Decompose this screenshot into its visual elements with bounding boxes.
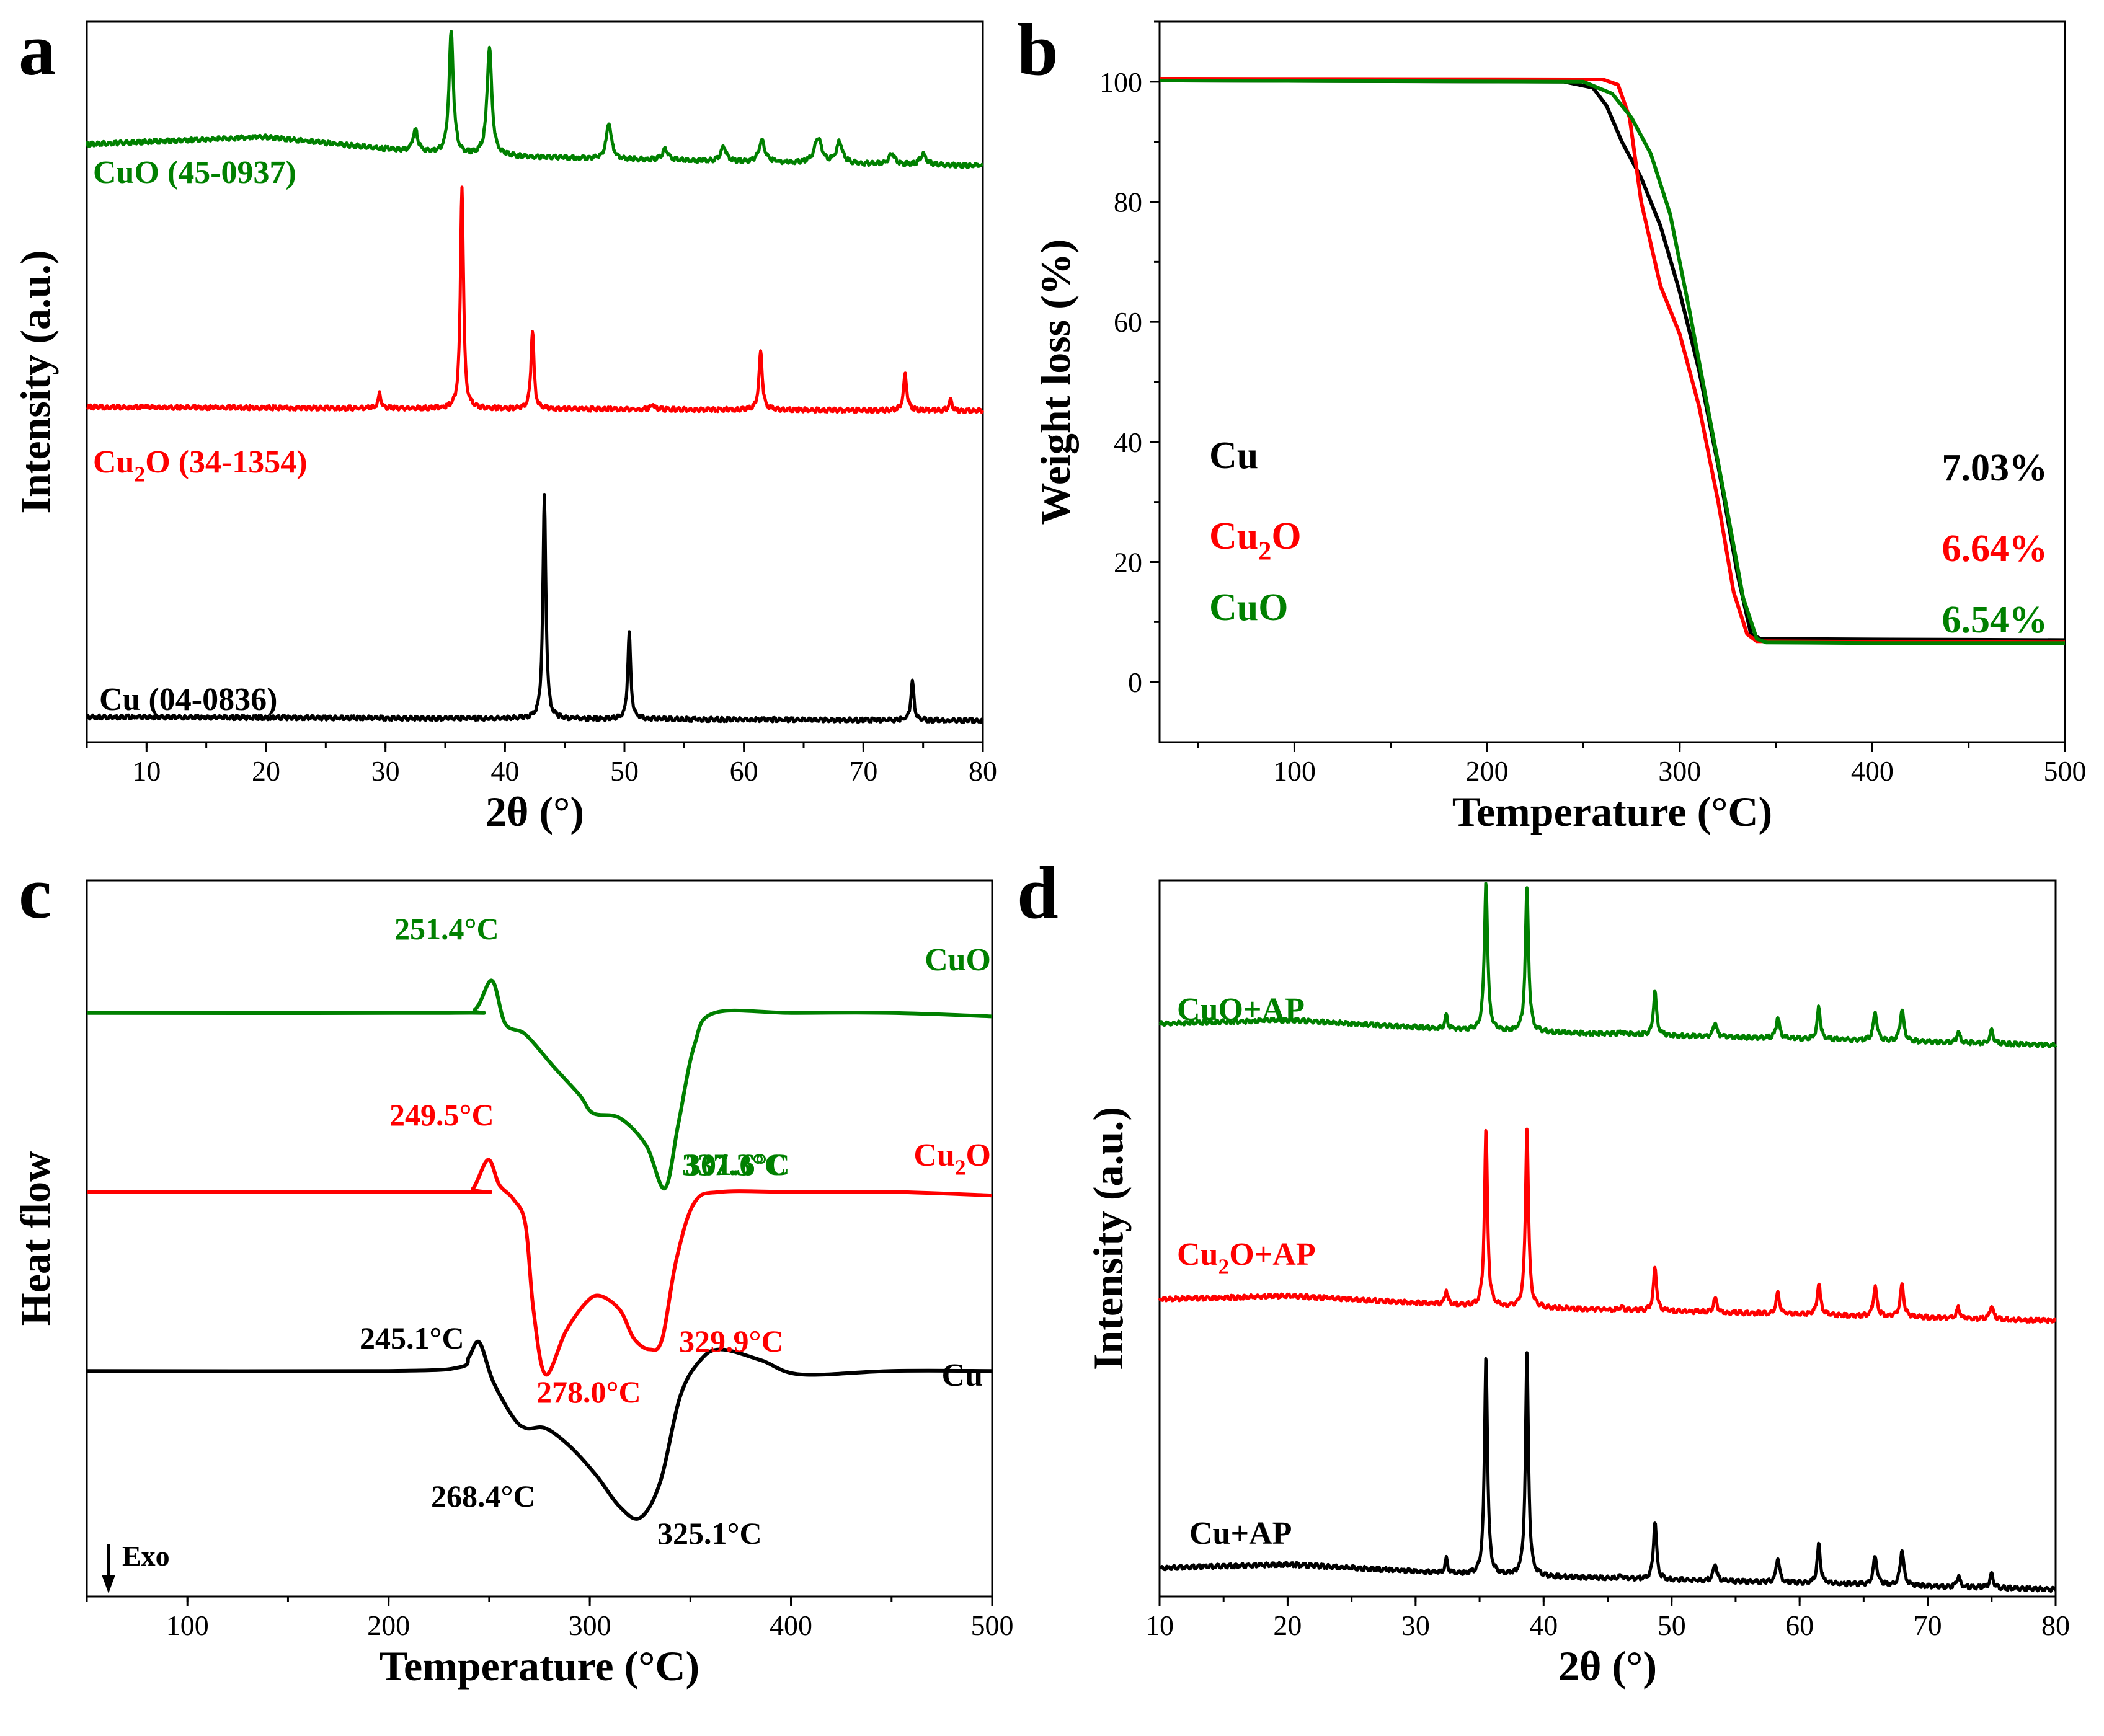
legend-label: Cu	[1209, 435, 1258, 477]
series-line-cu	[86, 1339, 993, 1521]
x-tick-label: 100	[166, 1610, 209, 1641]
series-line-cu2o	[1159, 77, 2066, 645]
legend-label: Cu2O	[1209, 515, 1302, 565]
panel-b: 0 20 40 60 80 100 100 200 300 400 500 Temperature (…	[1017, 8, 2087, 835]
peak-annotation: 245.1°C	[360, 1321, 464, 1355]
panel-letter-b: b	[1017, 8, 1059, 91]
peak-annotation: 268.4°C	[431, 1479, 536, 1513]
series-line-cu	[86, 185, 985, 414]
y-tick-label: 40	[1114, 427, 1142, 458]
peak-annotation: 249.5°C	[389, 1097, 494, 1132]
x-tick-label: 200	[1466, 755, 1509, 787]
x-tick-label: 40	[1529, 1610, 1558, 1641]
x-tick-label: 10	[1145, 1610, 1174, 1641]
x-tick-label: 200	[367, 1610, 410, 1641]
residue-value: 6.54%	[1942, 599, 2048, 641]
series-label: Cu	[942, 1358, 983, 1393]
x-tick-label: 60	[1785, 1610, 1814, 1641]
series-label: Cu (04-0836)	[99, 682, 277, 717]
y-tick-label: 0	[1128, 666, 1142, 698]
series-label: Cu+AP	[1189, 1516, 1292, 1551]
y-axis-label: Intensity (a.u.)	[12, 250, 59, 513]
panel-a-frame	[86, 20, 984, 743]
series-label: CuO (45-0937)	[93, 155, 296, 190]
x-tick-label: 80	[969, 755, 997, 787]
peak-annotation: 329.9°C	[679, 1324, 784, 1358]
x-tick-label: 70	[1914, 1610, 1942, 1641]
y-axis-label: Heat flow	[12, 1151, 59, 1326]
exo-label: Exo	[122, 1540, 170, 1572]
panel-letter-c: c	[19, 851, 51, 934]
peak-annotation: 278.0°C	[536, 1375, 641, 1409]
x-axis-label: Temperature (°C)	[1452, 788, 1772, 835]
peak-annotation: 337.3°C	[682, 1147, 787, 1182]
x-tick-label: 30	[1401, 1610, 1430, 1641]
x-tick-label: 30	[371, 755, 400, 787]
series-label: Cu2O+AP	[1177, 1237, 1316, 1279]
x-axis-label: 2θ (°)	[1558, 1642, 1657, 1690]
x-axis-label: Temperature (°C)	[380, 1642, 699, 1690]
panel-c-frame	[86, 879, 993, 1598]
series-line-cu-ap	[1158, 1351, 2057, 1593]
x-tick-label: 300	[1658, 755, 1701, 787]
series-label: CuO	[925, 942, 991, 978]
x-tick-label: 100	[1273, 755, 1316, 787]
panel-letter-a: a	[19, 8, 56, 91]
y-tick-label: 60	[1114, 306, 1142, 338]
x-tick-label: 500	[971, 1610, 1014, 1641]
x-tick-label: 20	[252, 755, 280, 787]
series-label: Cu2O	[913, 1138, 991, 1180]
x-tick-label: 80	[2041, 1610, 2070, 1641]
peak-annotation: 251.4°C	[394, 911, 499, 946]
panel-d: CuO+AP Cu2O+AP Cu+AP 10 20 30 40 50 60 70 80 2θ (°)…	[1017, 851, 2070, 1690]
series-line-cuo	[86, 978, 993, 1190]
exo-arrow-head	[102, 1575, 115, 1593]
peak-annotation: 301.6°C	[685, 1147, 790, 1182]
x-tick-label: 500	[2044, 755, 2087, 787]
x-tick-label: 400	[770, 1610, 812, 1641]
x-tick-label: 300	[569, 1610, 611, 1641]
x-tick-label: 50	[1658, 1610, 1686, 1641]
residue-value: 6.64%	[1942, 528, 2048, 570]
panel-a: CuO (45-0937) Cu2O (34-1354) Cu (04-0836) 1…	[12, 8, 997, 835]
panel-letter-d: d	[1017, 851, 1059, 934]
y-tick-label: 20	[1114, 547, 1142, 578]
y-tick-label: 80	[1114, 187, 1142, 218]
panel-b-frame	[1158, 20, 2066, 743]
x-tick-label: 10	[132, 755, 161, 787]
series-label: CuO+AP	[1177, 992, 1305, 1027]
series-line-cuo	[1159, 78, 2065, 645]
x-tick-label: 40	[490, 755, 519, 787]
x-axis-label: 2θ (°)	[486, 788, 584, 835]
y-tick-label: 100	[1099, 66, 1142, 98]
series-line-cuo-ap	[1158, 882, 2057, 1048]
y-axis-label: Weight loss (%)	[1032, 239, 1079, 525]
x-tick-label: 70	[849, 755, 877, 787]
series-line-cu2o	[86, 1158, 993, 1376]
series-line-cu	[1158, 1127, 2057, 1324]
x-tick-label: 60	[730, 755, 758, 787]
x-tick-label: 50	[610, 755, 639, 787]
legend-label: CuO	[1209, 587, 1288, 629]
series-line-cu-04-0836-	[86, 492, 985, 724]
peak-annotation: 325.1°C	[657, 1516, 762, 1551]
series-label: Cu2O (34-1354)	[93, 445, 308, 487]
series-line-cuo-45-0937-	[86, 30, 984, 169]
x-tick-label: 20	[1273, 1610, 1302, 1641]
residue-value: 7.03%	[1942, 447, 2048, 489]
x-tick-label: 400	[1851, 755, 1894, 787]
y-axis-label: Intensity (a.u.)	[1085, 1107, 1132, 1370]
